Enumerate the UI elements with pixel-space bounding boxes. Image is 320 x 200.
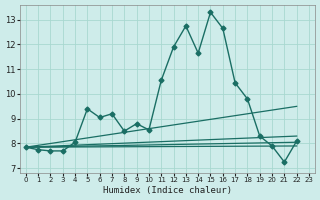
X-axis label: Humidex (Indice chaleur): Humidex (Indice chaleur) — [103, 186, 232, 195]
